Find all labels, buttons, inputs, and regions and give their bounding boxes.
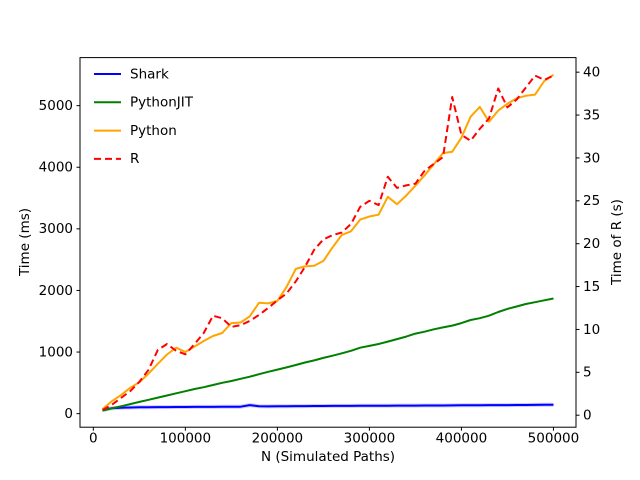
y-axis-label-left: Time (ms) [17,208,33,277]
x-axis-label: N (Simulated Paths) [261,449,395,465]
series-line-r [102,74,554,411]
x-tick-label: 500000 [528,431,580,447]
x-tick-label: 100000 [160,431,212,447]
y-tick-label-left: 1000 [39,344,73,360]
y-axis-label-right: Time of R (s) [609,199,625,286]
y-tick-label-right: 35 [583,107,600,123]
series-line-shark [102,403,554,411]
plot-border [79,57,577,428]
y-tick-label-left: 2000 [39,283,73,299]
y-tick-label-right: 40 [583,64,600,80]
legend-label-r: R [130,151,139,167]
x-tick-label: 400000 [436,431,488,447]
y-tick-label-right: 20 [583,236,600,252]
series-line-python [101,73,555,411]
y-tick-label-right: 0 [583,408,592,424]
y-tick-label-right: 10 [583,322,600,338]
series-line-pythonjit [102,297,554,412]
legend-label-shark: Shark [130,66,169,82]
y-tick-label-left: 0 [64,406,73,422]
x-tick-label: 0 [89,431,98,447]
x-tick-label: 300000 [344,431,396,447]
legend-label-pythonjit: PythonJIT [130,95,194,111]
legend-label-python: Python [130,123,177,139]
y-tick-label-left: 4000 [39,160,73,176]
y-tick-label-right: 25 [583,193,600,209]
y-tick-label-right: 15 [583,279,600,295]
y-tick-label-left: 5000 [39,98,73,114]
x-tick-label: 200000 [252,431,304,447]
y-tick-label-left: 3000 [39,221,73,237]
y-tick-label-right: 5 [583,365,592,381]
y-tick-label-right: 30 [583,150,600,166]
